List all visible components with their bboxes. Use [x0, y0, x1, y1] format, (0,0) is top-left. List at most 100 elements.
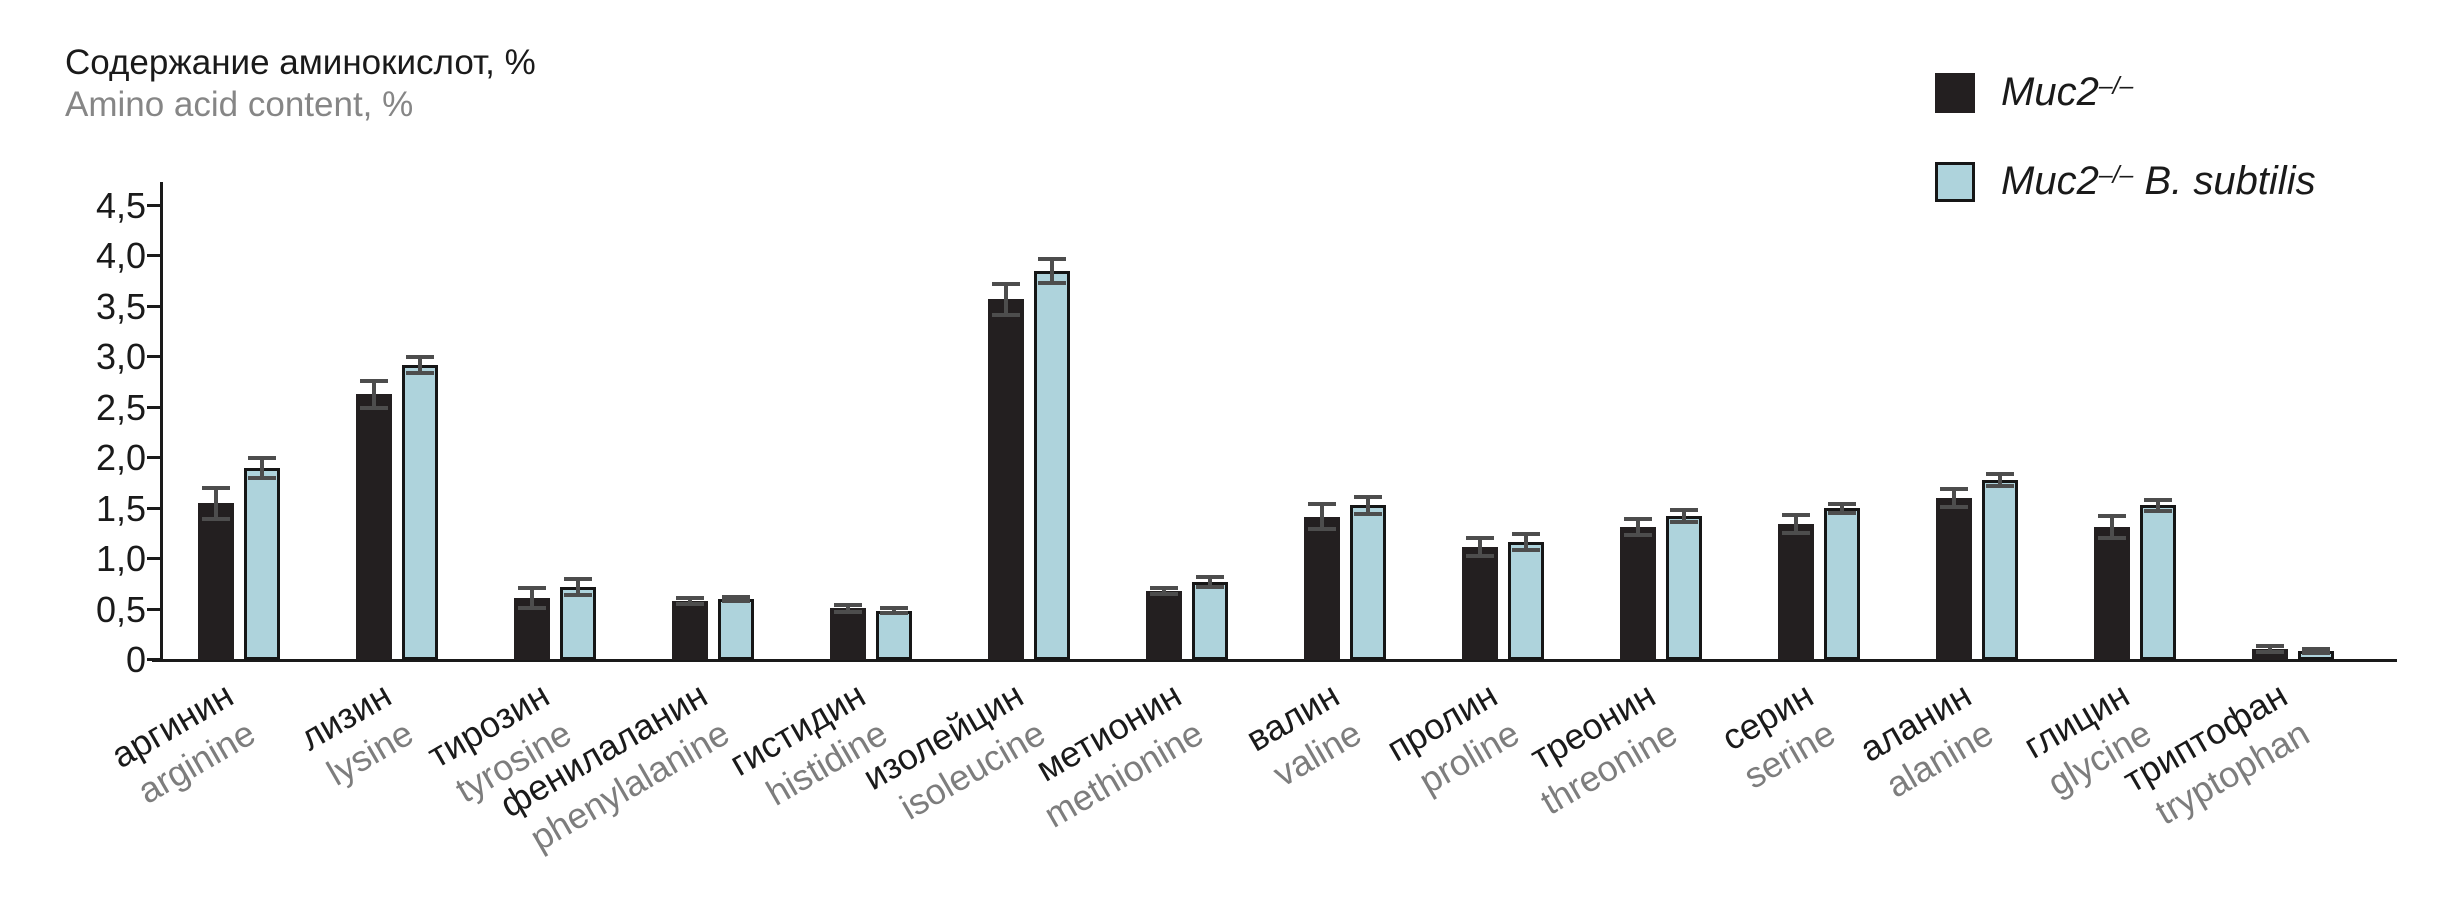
- error-bar-cap-top: [1308, 502, 1336, 507]
- legend-swatch-muc2-bsubtilis: [1935, 161, 1975, 202]
- bar-muc2-bsubtilis-serine: [1824, 508, 1860, 660]
- bar-muc2-bsubtilis-tyrosine: [560, 587, 596, 660]
- bar-muc2-methionine: [1146, 591, 1182, 660]
- error-bar-valine: [1366, 497, 1370, 514]
- error-bar-lysine: [372, 381, 376, 408]
- error-bar-cap-bottom: [1150, 592, 1178, 597]
- error-bar-cap-bottom: [1986, 484, 2014, 489]
- legend-label-muc2: Muc2–/–: [2001, 70, 2133, 115]
- legend-item-muc2-bsubtilis: Muc2–/– B. subtilis: [1935, 159, 2316, 204]
- y-tick: [147, 658, 160, 661]
- error-bar-cap-bottom: [1308, 526, 1336, 531]
- y-tick-label: 2,0: [95, 437, 146, 478]
- error-bar-alanine: [1952, 489, 1956, 508]
- bar-muc2-bsubtilis-threonine: [1666, 516, 1702, 660]
- error-bar-cap-bottom: [360, 405, 388, 410]
- y-tick: [147, 203, 160, 207]
- error-bar-cap-top: [1670, 507, 1698, 512]
- y-tick: [147, 456, 160, 459]
- y-tick-label: 0: [125, 639, 146, 680]
- bar-muc2-bsubtilis-histidine: [876, 611, 912, 660]
- y-tick-label: 3,5: [95, 285, 146, 327]
- error-bar-serine: [1794, 514, 1798, 533]
- error-bar-lysine: [418, 357, 422, 374]
- error-bar-cap-top: [1624, 516, 1652, 521]
- bar-muc2-bsubtilis-lysine: [402, 365, 438, 660]
- bar-muc2-bsubtilis-proline: [1508, 542, 1544, 660]
- y-tick: [147, 405, 160, 409]
- legend-gene-text: Muc2: [2001, 159, 2099, 203]
- bar-muc2-bsubtilis-phenylalanine: [718, 599, 754, 660]
- legend-knockout-superscript: –/–: [2098, 161, 2134, 189]
- y-tick: [147, 355, 160, 358]
- error-bar-tryptophan: [2314, 648, 2318, 653]
- error-bar-alanine: [1998, 474, 2002, 487]
- error-bar-cap-top: [1196, 575, 1224, 580]
- legend-knockout-superscript: –/–: [2098, 72, 2134, 100]
- error-bar-cap-bottom: [834, 609, 862, 614]
- error-bar-cap-top: [676, 596, 704, 601]
- bar-muc2-phenylalanine: [672, 601, 708, 660]
- bar-muc2-serine: [1778, 524, 1814, 660]
- bar-muc2-proline: [1462, 547, 1498, 660]
- error-bar-cap-top: [834, 603, 862, 608]
- error-bar-cap-bottom: [518, 606, 546, 611]
- bar-muc2-bsubtilis-arginine: [244, 468, 280, 660]
- error-bar-cap-bottom: [248, 476, 276, 481]
- error-bar-cap-top: [1354, 495, 1382, 500]
- error-bar-cap-bottom: [1196, 585, 1224, 590]
- y-tick: [147, 557, 160, 560]
- error-bar-proline: [1524, 533, 1528, 550]
- y-tick: [147, 607, 160, 611]
- error-bar-cap-bottom: [2256, 649, 2284, 654]
- error-bar-cap-bottom: [202, 516, 230, 521]
- y-tick-label: 4,0: [95, 235, 146, 276]
- error-bar-proline: [1478, 537, 1482, 556]
- bar-muc2-bsubtilis-valine: [1350, 505, 1386, 660]
- error-bar-cap-top: [248, 456, 276, 460]
- error-bar-cap-top: [1150, 586, 1178, 591]
- bar-muc2-arginine: [198, 503, 234, 660]
- bar-muc2-bsubtilis-isoleucine: [1034, 271, 1070, 660]
- y-tick-label: 4,5: [95, 184, 146, 226]
- error-bar-cap-top: [1940, 487, 1968, 492]
- error-bar-cap-top: [2144, 498, 2172, 503]
- error-bar-cap-top: [1782, 512, 1810, 517]
- chart-title-en: Amino acid content, %: [65, 85, 414, 124]
- y-tick-label: 3,0: [95, 336, 146, 377]
- error-bar-cap-top: [518, 586, 546, 591]
- bar-muc2-bsubtilis-glycine: [2140, 505, 2176, 660]
- error-bar-cap-bottom: [1940, 505, 1968, 510]
- error-bar-cap-top: [992, 282, 1020, 287]
- y-tick: [147, 254, 160, 257]
- error-bar-cap-bottom: [1466, 553, 1494, 558]
- legend-gene-text: Muc2: [2001, 70, 2099, 114]
- y-tick: [147, 506, 160, 510]
- error-bar-cap-bottom: [1828, 510, 1856, 515]
- error-bar-cap-top: [360, 379, 388, 384]
- error-bar-cap-bottom: [1354, 511, 1382, 516]
- error-bar-cap-top: [1466, 535, 1494, 540]
- bar-muc2-lysine: [356, 394, 392, 660]
- error-bar-cap-bottom: [992, 312, 1020, 317]
- bar-muc2-isoleucine: [988, 299, 1024, 660]
- error-bar-tryptophan: [2268, 645, 2272, 652]
- error-bar-cap-top: [722, 595, 750, 600]
- error-bar-cap-bottom: [722, 599, 750, 604]
- error-bar-cap-top: [2098, 513, 2126, 518]
- legend-label-muc2-bsubtilis: Muc2–/– B. subtilis: [2001, 159, 2316, 204]
- bar-muc2-alanine: [1936, 498, 1972, 660]
- y-tick-label: 1,5: [95, 487, 146, 529]
- error-bar-threonine: [1636, 518, 1640, 535]
- error-bar-cap-top: [2256, 643, 2284, 648]
- legend-rest-text: B. subtilis: [2133, 159, 2316, 203]
- legend-item-muc2: Muc2–/–: [1935, 70, 2316, 115]
- error-bar-cap-bottom: [1782, 530, 1810, 535]
- error-bar-cap-bottom: [2302, 650, 2330, 655]
- error-bar-histidine: [892, 608, 896, 613]
- y-tick-label: 2,5: [95, 386, 146, 428]
- error-bar-cap-bottom: [2098, 535, 2126, 540]
- bar-muc2-bsubtilis-alanine: [1982, 480, 2018, 660]
- bar-muc2-bsubtilis-methionine: [1192, 582, 1228, 660]
- error-bar-glycine: [2110, 515, 2114, 538]
